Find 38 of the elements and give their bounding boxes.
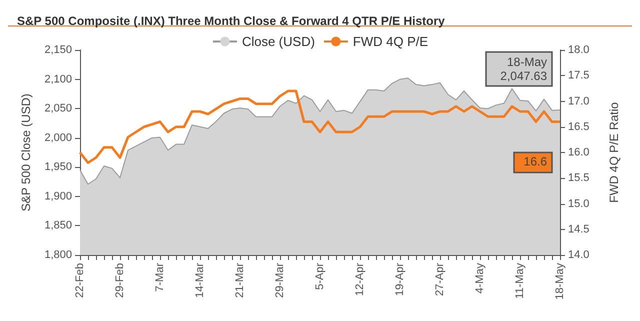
x-tick-label: 29-Mar [274, 262, 286, 298]
y-tick-label: 1,900 [44, 190, 72, 202]
y-tick-label: 2,100 [44, 73, 72, 86]
legend-label: Close (USD) [242, 34, 315, 49]
y2-tick-label: 17.5 [568, 70, 590, 82]
x-tick-label: 7-Mar [154, 262, 166, 292]
y2-tick-label: 17.0 [568, 95, 590, 108]
y2-tick-label: 15.0 [568, 198, 590, 210]
y-axis-title: S&P 500 Close (USD) [19, 94, 33, 212]
x-tick-label: 12-Apr [354, 262, 366, 296]
x-tick-label: 22-Feb [74, 263, 86, 298]
x-tick-label: 4-May [474, 262, 486, 294]
y-tick-label: 2,050 [44, 102, 72, 115]
y-tick-label: 1,850 [44, 220, 72, 232]
annotation: 18-May 2,047.63 [500, 55, 548, 83]
x-tick-label: 27-Apr [434, 262, 446, 296]
y-tick-label: 2,150 [44, 44, 72, 56]
x-tick-label: 18-May [554, 262, 566, 300]
y-tick-label: 2,000 [44, 132, 72, 144]
y2-tick-label: 16.5 [568, 120, 590, 133]
annotation: 16.6 [524, 154, 548, 168]
line-series [78, 90, 562, 164]
y2-axis-title: FWD 4Q P/E Ratio [607, 102, 621, 203]
x-tick-label: 14-Mar [194, 262, 206, 298]
y-tick-label: 1,800 [44, 249, 72, 261]
y2-tick-label: 14.5 [568, 223, 590, 236]
y-tick-label: 1,950 [44, 161, 72, 174]
y2-tick-label: 15.5 [568, 172, 590, 184]
x-tick-label: 19-Apr [394, 262, 406, 296]
x-tick-label: 5-Apr [314, 262, 326, 290]
y2-tick-label: 18.0 [568, 44, 590, 56]
chart-title: S&P 500 Composite (.INX) Three Month Close & Forward 4 QTR P/E History [17, 14, 446, 28]
x-tick-label: 29-Feb [114, 263, 126, 298]
x-tick-label: 11-May [514, 262, 526, 299]
y2-tick-label: 16.0 [568, 146, 590, 158]
x-tick-label: 21-Mar [234, 262, 246, 298]
legend-label: FWD 4Q P/E [352, 34, 428, 49]
y2-tick-label: 14.0 [568, 249, 590, 261]
